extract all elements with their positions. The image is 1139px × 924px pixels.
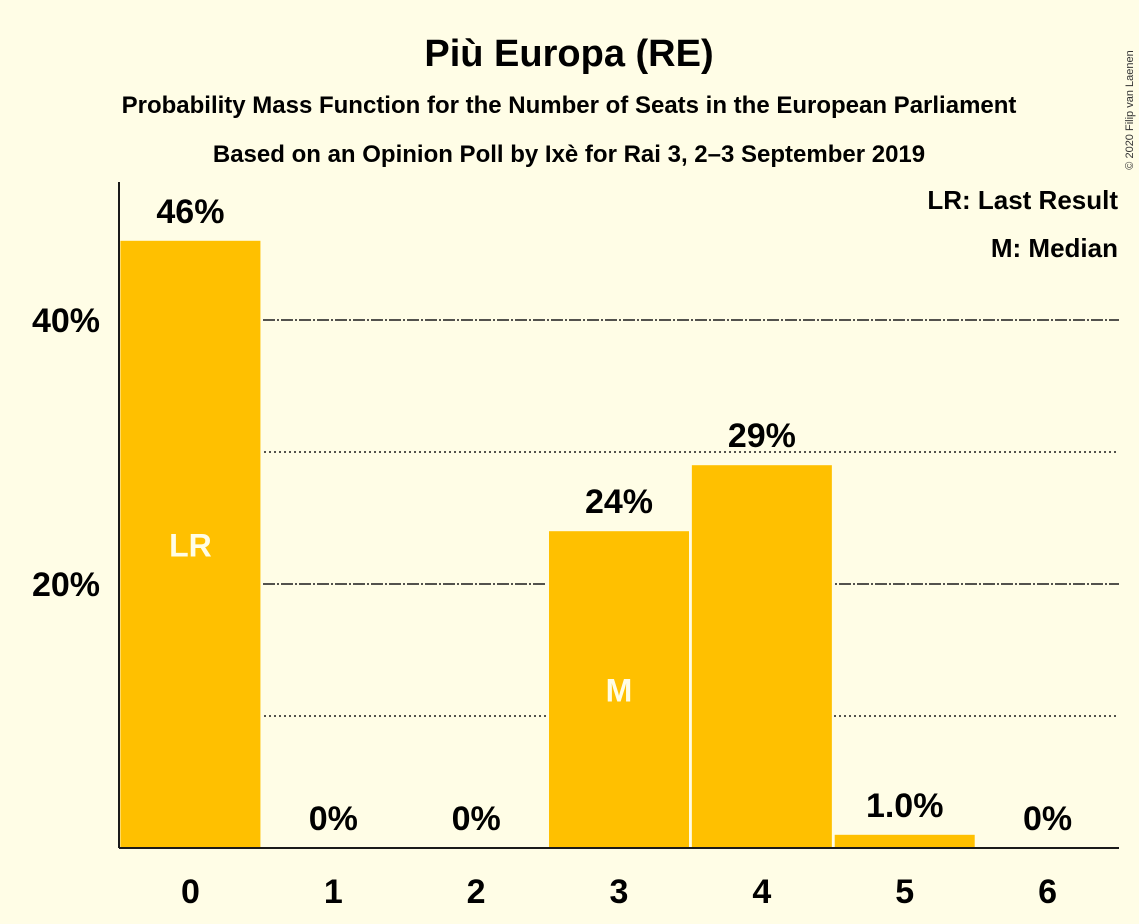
data-label: 24%: [585, 483, 653, 521]
labels-group: 20% 40% 46% 0 0% 1 0% 2 24% 3 29% 4 1.0% 5 0% 6 LR M: [32, 193, 1072, 911]
data-label: 1.0%: [866, 787, 944, 825]
x-tick-label: 3: [610, 873, 629, 911]
legend-last-result: LR: Last Result: [927, 185, 1118, 215]
data-label: 46%: [156, 193, 224, 231]
x-tick-label: 5: [895, 873, 914, 911]
bar: [691, 465, 832, 848]
x-tick-label: 2: [467, 873, 486, 911]
bar: [834, 834, 975, 848]
x-tick-label: 6: [1038, 873, 1057, 911]
y-tick-label: 40%: [32, 302, 100, 340]
chart-title: Più Europa (RE): [424, 33, 713, 75]
bars-group: [118, 238, 977, 849]
x-tick-label: 4: [752, 873, 771, 911]
bar: [120, 240, 261, 849]
data-label: 0%: [309, 800, 358, 838]
bar-marker-lr: LR: [169, 527, 212, 563]
copyright-note: © 2020 Filip van Laenen: [1124, 50, 1136, 169]
chart-subtitle: Probability Mass Function for the Number…: [122, 92, 1017, 119]
x-tick-label: 0: [181, 873, 200, 911]
data-label: 29%: [728, 417, 796, 455]
legend-median: M: Median: [991, 233, 1118, 263]
bar-marker-m: M: [606, 673, 633, 709]
data-label: 0%: [452, 800, 501, 838]
x-tick-label: 1: [324, 873, 343, 911]
chart-subtitle-poll: Based on an Opinion Poll by Ixè for Rai …: [213, 141, 925, 168]
y-tick-label: 20%: [32, 566, 100, 604]
bar: [549, 531, 689, 848]
data-label: 0%: [1023, 800, 1072, 838]
